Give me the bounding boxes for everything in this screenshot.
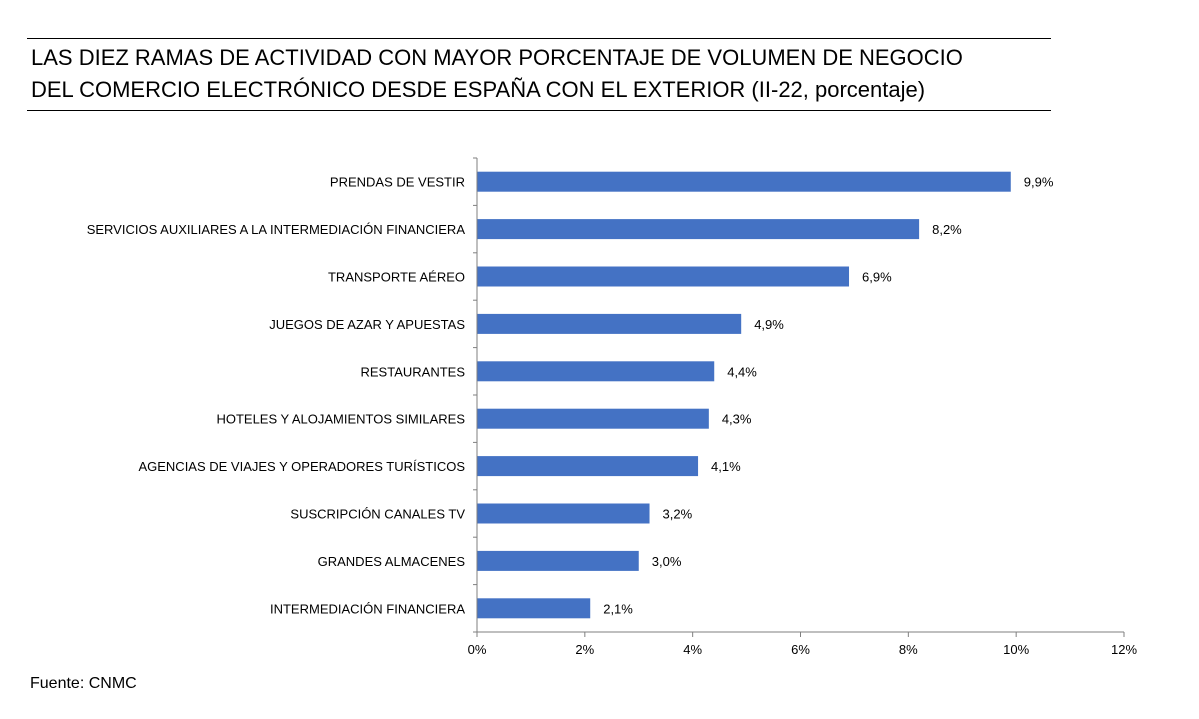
- value-label: 4,4%: [727, 364, 757, 379]
- value-label: 2,1%: [603, 601, 633, 616]
- x-tick-label: 0%: [468, 642, 487, 657]
- x-tick-label: 12%: [1111, 642, 1137, 657]
- value-label: 9,9%: [1024, 175, 1054, 190]
- bar: [477, 171, 1011, 192]
- bar: [477, 408, 709, 429]
- chart-title: LAS DIEZ RAMAS DE ACTIVIDAD CON MAYOR PO…: [27, 38, 1051, 111]
- category-label: RESTAURANTES: [361, 364, 466, 379]
- value-label: 3,0%: [652, 554, 682, 569]
- bar: [477, 266, 850, 287]
- value-label: 4,1%: [711, 459, 741, 474]
- bar: [477, 550, 639, 571]
- bar: [477, 313, 742, 334]
- category-label: SERVICIOS AUXILIARES A LA INTERMEDIACIÓN…: [87, 222, 466, 237]
- x-tick-label: 8%: [899, 642, 918, 657]
- value-label: 6,9%: [862, 270, 892, 285]
- category-label: JUEGOS DE AZAR Y APUESTAS: [269, 317, 465, 332]
- category-label: HOTELES Y ALOJAMIENTOS SIMILARES: [216, 412, 465, 427]
- bar: [477, 219, 920, 240]
- bar: [477, 503, 650, 524]
- category-label: SUSCRIPCIÓN CANALES TV: [290, 507, 465, 522]
- category-label: INTERMEDIACIÓN FINANCIERA: [270, 601, 465, 616]
- bar: [477, 361, 715, 382]
- category-label: GRANDES ALMACENES: [318, 554, 466, 569]
- chart-title-line-2: DEL COMERCIO ELECTRÓNICO DESDE ESPAÑA CO…: [31, 77, 926, 102]
- value-label: 3,2%: [663, 507, 693, 522]
- category-label: TRANSPORTE AÉREO: [328, 270, 465, 285]
- value-label: 4,9%: [754, 317, 784, 332]
- value-label: 4,3%: [722, 412, 752, 427]
- x-tick-label: 10%: [1003, 642, 1029, 657]
- category-label: PRENDAS DE VESTIR: [330, 175, 465, 190]
- category-label: AGENCIAS DE VIAJES Y OPERADORES TURÍSTIC…: [138, 459, 465, 474]
- x-tick-label: 2%: [575, 642, 594, 657]
- value-label: 8,2%: [932, 222, 962, 237]
- x-tick-label: 4%: [683, 642, 702, 657]
- x-tick-label: 6%: [791, 642, 810, 657]
- bar: [477, 456, 699, 477]
- bar: [477, 598, 591, 619]
- source-note: Fuente: CNMC: [30, 675, 137, 692]
- chart-title-line-1: LAS DIEZ RAMAS DE ACTIVIDAD CON MAYOR PO…: [31, 45, 963, 70]
